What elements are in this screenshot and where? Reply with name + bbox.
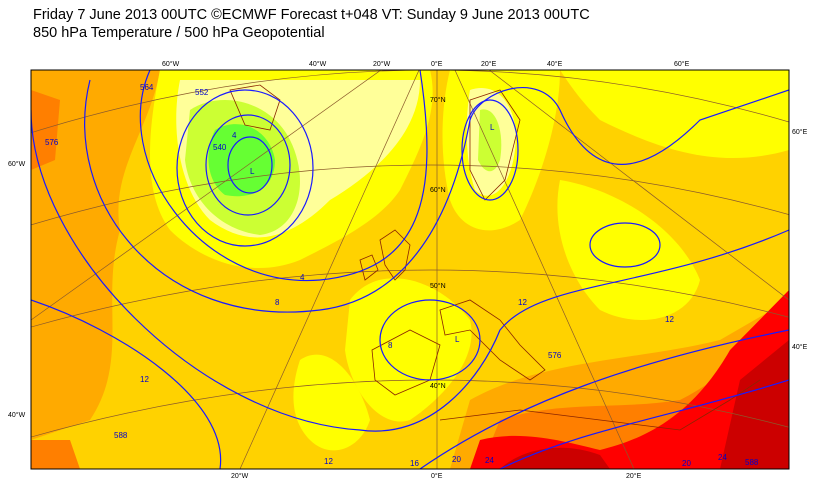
low-marker: L bbox=[250, 167, 255, 176]
contour-label: 20 bbox=[682, 459, 691, 468]
top-label: 60°W bbox=[162, 60, 180, 68]
contour-labels: 540 552 564 576 588 588 4 8 12 16 20 24 … bbox=[45, 83, 759, 468]
bottom-label: 20°E bbox=[626, 472, 642, 480]
low-marker: L bbox=[455, 335, 460, 344]
top-label: 20°W bbox=[373, 60, 391, 68]
right-label: 40°E bbox=[792, 343, 808, 351]
lat-label: 50°N bbox=[430, 282, 446, 290]
left-label: 40°W bbox=[8, 411, 26, 419]
contour-label: 540 bbox=[213, 143, 227, 152]
lat-label: 70°N bbox=[430, 96, 446, 104]
forecast-subtitle: 850 hPa Temperature / 500 hPa Geopotenti… bbox=[33, 25, 325, 41]
bottom-label: 20°W bbox=[231, 472, 249, 480]
top-label: 40°W bbox=[309, 60, 327, 68]
lat-label: 60°N bbox=[430, 186, 446, 194]
field-yellow-iberia bbox=[345, 278, 472, 422]
bottom-label: 0°E bbox=[431, 472, 443, 480]
top-label: 40°E bbox=[547, 60, 563, 68]
field-green bbox=[208, 124, 275, 197]
field-orange-west bbox=[31, 70, 160, 440]
top-label: 0°E bbox=[431, 60, 443, 68]
contour-label: 4 bbox=[232, 131, 237, 140]
left-label: 60°W bbox=[8, 160, 26, 168]
map-frame bbox=[30, 69, 790, 470]
right-label: 60°E bbox=[792, 128, 808, 136]
contour-label: 576 bbox=[45, 138, 59, 147]
contour-label: 12 bbox=[324, 457, 333, 466]
contour-label: 564 bbox=[140, 83, 154, 92]
contour-label: 24 bbox=[718, 453, 727, 462]
contour-label: 552 bbox=[195, 88, 209, 97]
contour-label: 588 bbox=[745, 458, 759, 467]
top-label: 60°E bbox=[674, 60, 690, 68]
contour-label: 8 bbox=[388, 341, 393, 350]
low-marker: L bbox=[490, 123, 495, 132]
contour-label: 4 bbox=[300, 273, 305, 282]
contour-label: 20 bbox=[452, 455, 461, 464]
forecast-title: Friday 7 June 2013 00UTC ©ECMWF Forecast… bbox=[33, 7, 590, 23]
contour-label: 12 bbox=[140, 375, 149, 384]
top-label: 20°E bbox=[481, 60, 497, 68]
lat-label: 40°N bbox=[430, 382, 446, 390]
contour-label: 576 bbox=[548, 351, 562, 360]
axis-labels: 60°W 40°W 20°W 0°E 20°E 40°E 60°E 20°W 0… bbox=[8, 60, 808, 480]
field-red bbox=[470, 290, 789, 469]
contour-label: 588 bbox=[114, 431, 128, 440]
contour-label: 8 bbox=[275, 298, 280, 307]
temperature-field bbox=[31, 70, 789, 469]
contour-label: 12 bbox=[665, 315, 674, 324]
contour-label: 12 bbox=[518, 298, 527, 307]
geopotential-contours bbox=[31, 70, 789, 469]
contour-label: 24 bbox=[485, 456, 494, 465]
contour-label: 16 bbox=[410, 459, 419, 468]
field-dark-orange-west bbox=[31, 90, 60, 170]
